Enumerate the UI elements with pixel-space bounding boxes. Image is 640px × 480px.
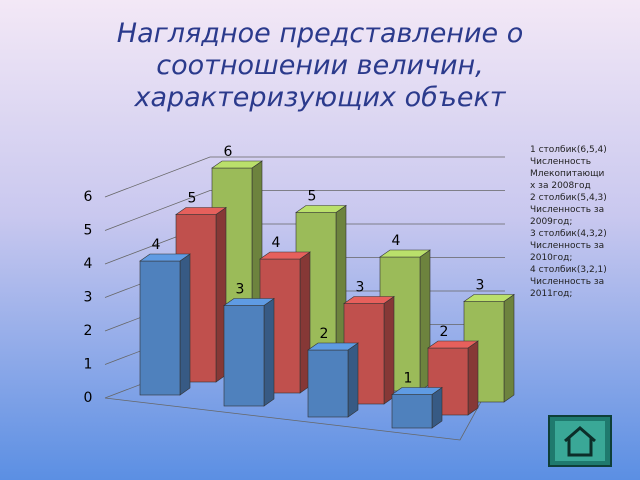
value-label: 4 <box>392 233 401 249</box>
annotation: 2009год; <box>530 217 572 227</box>
annotation: 2010год; <box>530 253 572 263</box>
value-label: 3 <box>236 282 245 298</box>
bar <box>391 394 433 429</box>
annotation: Численность за <box>530 277 604 287</box>
y-tick-label: 6 <box>84 189 93 205</box>
bar <box>307 349 349 418</box>
annotation: 2011год; <box>530 289 572 299</box>
bar-top <box>223 298 275 306</box>
value-label: 6 <box>224 144 233 160</box>
annotation: Численность <box>530 157 591 167</box>
bar-top <box>211 160 263 169</box>
annotation: 1 столбик(6,5,4) <box>530 145 607 155</box>
grid-line <box>104 156 505 198</box>
value-label: 2 <box>320 326 329 342</box>
value-label: 3 <box>356 280 365 296</box>
bar-top <box>295 205 347 213</box>
annotation: 3 столбик(4,3,2) <box>530 229 607 239</box>
bar-top <box>307 342 359 351</box>
bar-top <box>427 340 479 349</box>
value-label: 4 <box>152 237 161 253</box>
bar-top <box>175 207 227 215</box>
chart-title: Наглядное представление о соотношении ве… <box>116 18 524 113</box>
bar-side <box>467 340 479 416</box>
value-label: 5 <box>308 189 317 205</box>
y-tick-label: 2 <box>84 323 93 339</box>
y-tick-label: 5 <box>84 223 93 239</box>
bar-top <box>139 253 191 262</box>
bar <box>139 260 181 396</box>
bar-top <box>379 249 431 258</box>
annotation: х за 2008год <box>530 181 591 191</box>
annotation: 2 столбик(5,4,3) <box>530 193 607 203</box>
annotation: 4 столбик(3,2,1) <box>530 265 607 275</box>
y-tick-label: 3 <box>84 290 93 306</box>
bar-top <box>391 387 443 395</box>
value-label: 4 <box>272 235 281 251</box>
home-button[interactable] <box>548 415 612 467</box>
value-label: 2 <box>440 324 449 340</box>
bar-top <box>259 251 311 260</box>
annotation: Численность за <box>530 241 604 251</box>
bar-top <box>343 296 395 304</box>
bar <box>223 305 265 407</box>
bar-side <box>383 295 395 405</box>
grid-line <box>104 190 505 231</box>
y-tick-label: 1 <box>84 357 93 373</box>
bar-side <box>347 342 359 418</box>
value-label: 3 <box>476 278 485 294</box>
annotation: Численность за <box>530 205 604 215</box>
bar-side <box>503 293 515 403</box>
value-label: 5 <box>188 191 197 207</box>
bar-side <box>179 253 191 396</box>
bar-side <box>263 297 275 407</box>
annotation: Млекопитающи <box>530 169 605 179</box>
bar-top <box>463 294 515 302</box>
y-tick-label: 0 <box>84 390 93 406</box>
value-label: 1 <box>404 371 413 387</box>
y-tick-label: 4 <box>84 256 93 272</box>
